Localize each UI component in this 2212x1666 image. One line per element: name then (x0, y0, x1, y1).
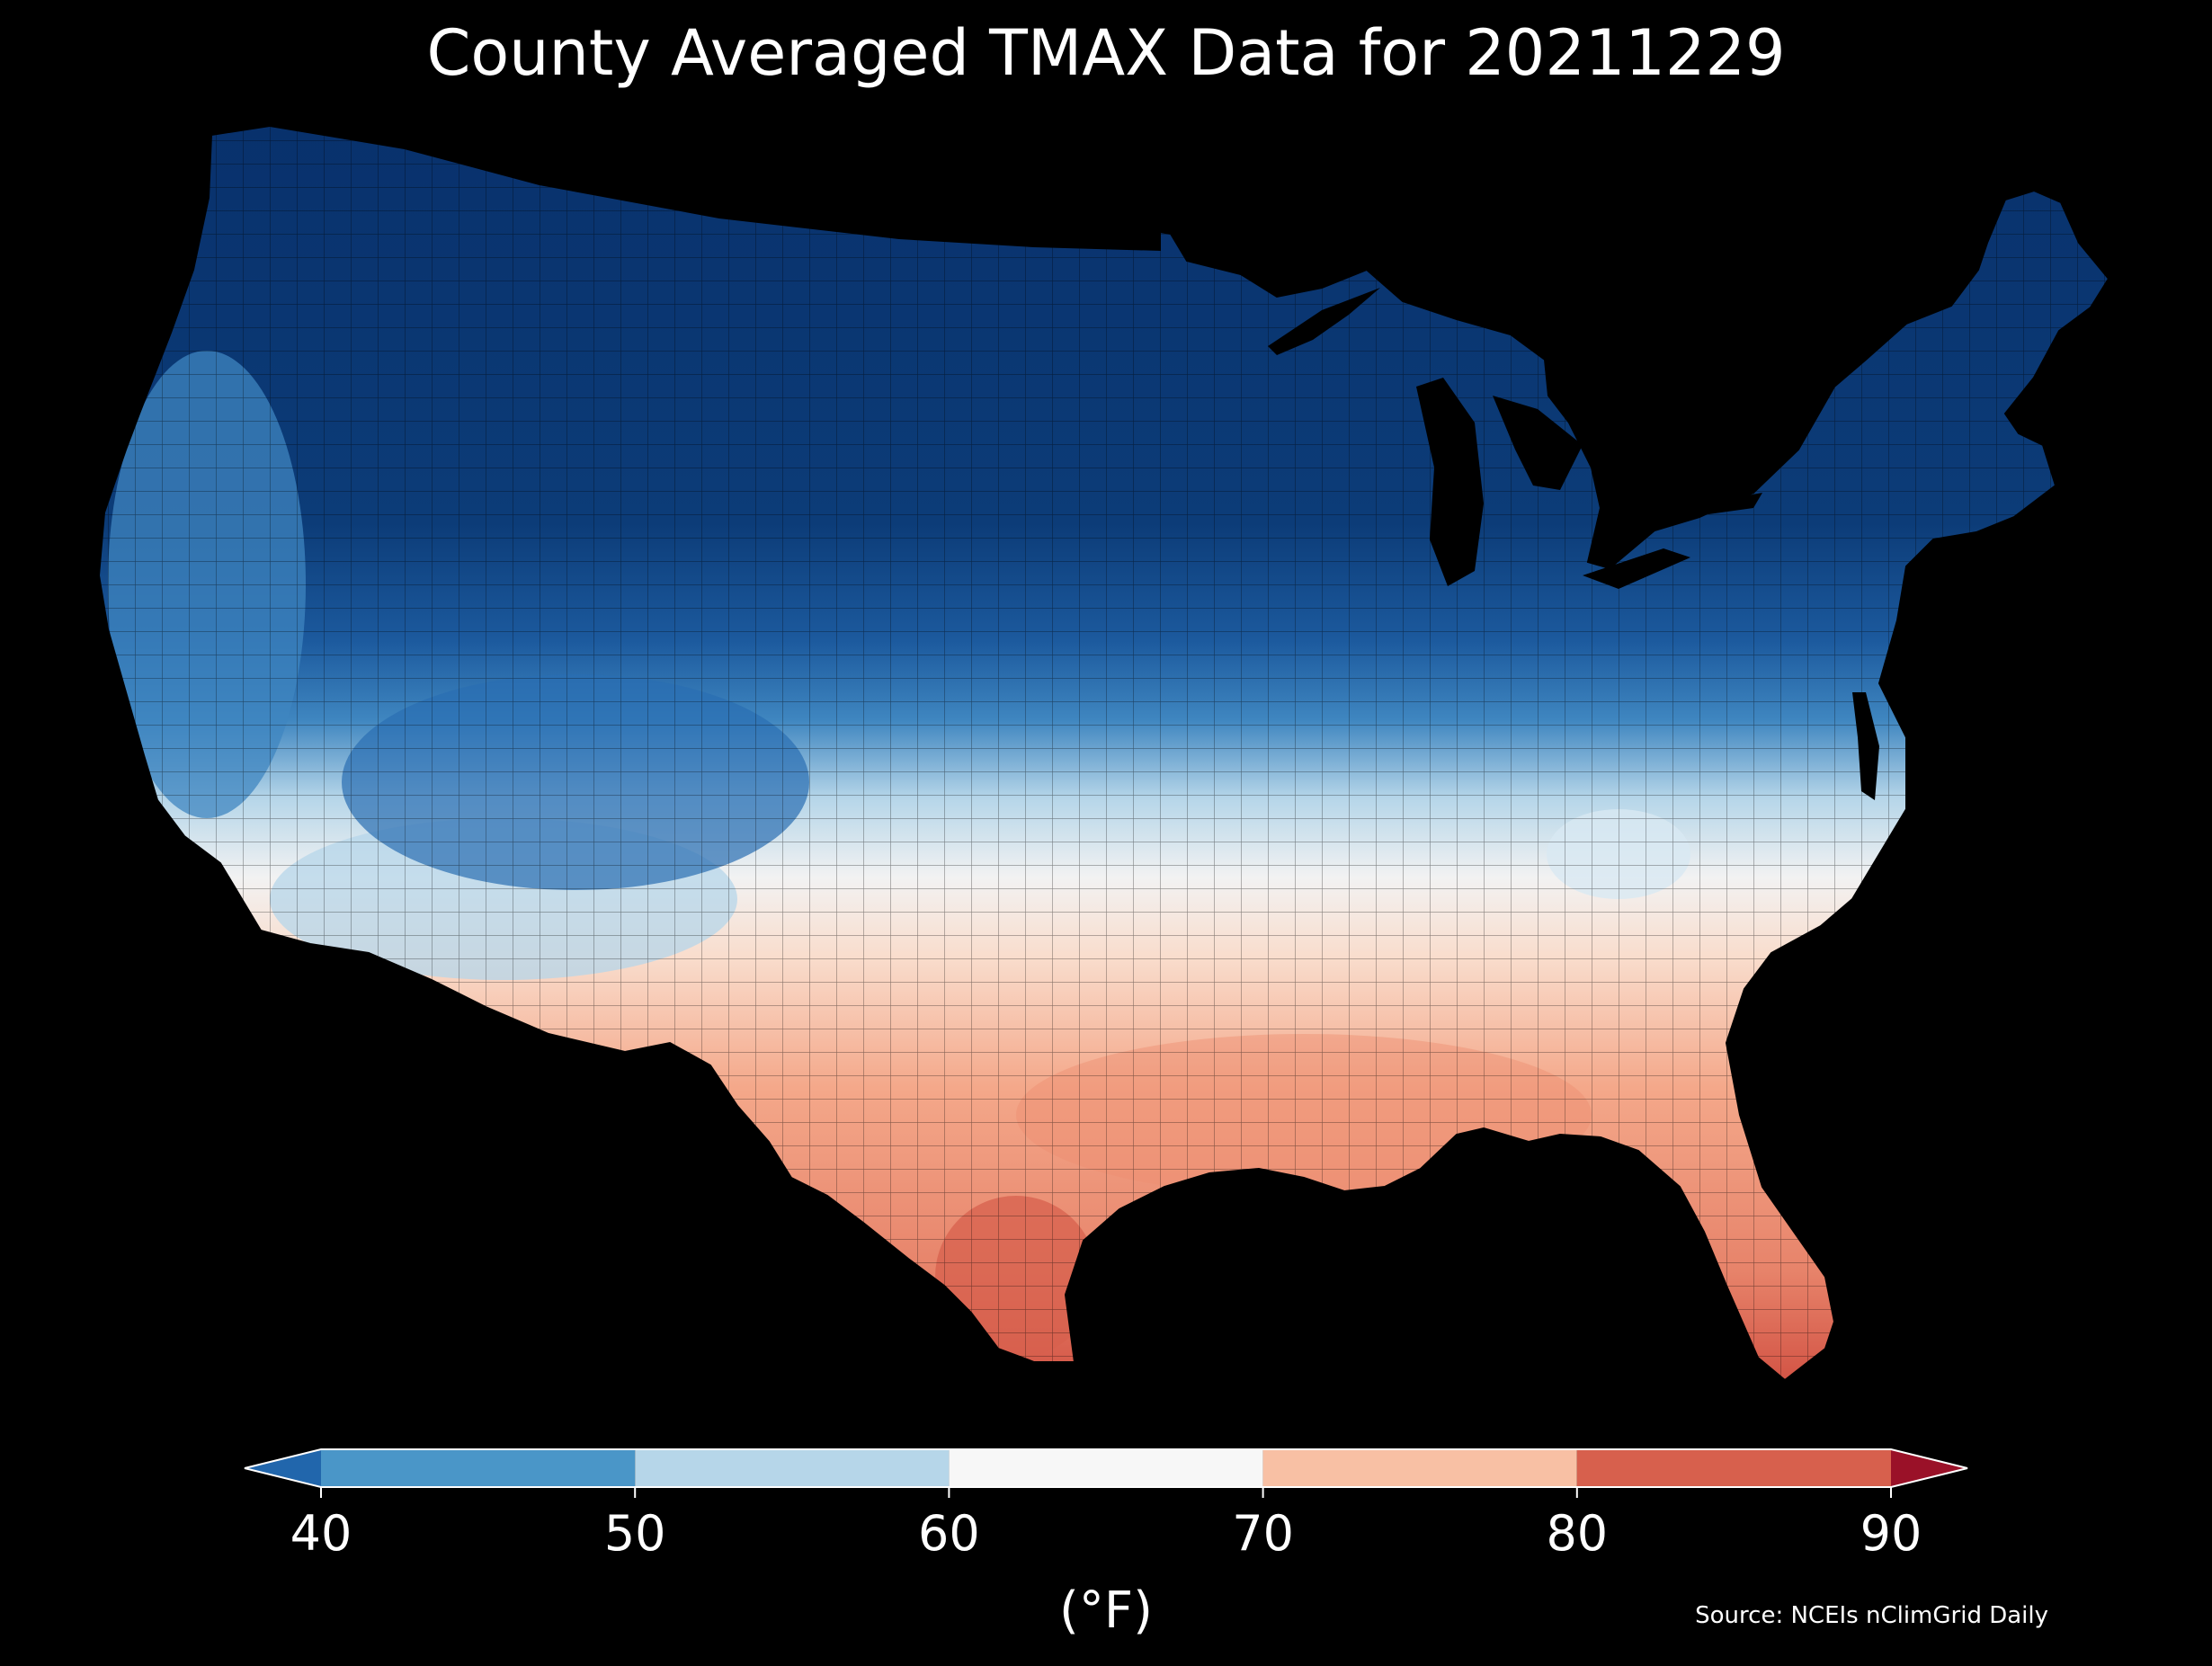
lake-erie (1583, 548, 1690, 589)
colorbar-tick-label: 80 (1546, 1505, 1608, 1562)
colorbar-extend-high (1891, 1449, 1967, 1487)
colorbar-tick-label: 70 (1232, 1505, 1294, 1562)
lake-michigan (1416, 378, 1484, 586)
colorbar-bin-80-90 (1576, 1449, 1891, 1487)
colorbar-tick-label: 50 (604, 1505, 666, 1562)
colorbar-tick-label: 90 (1860, 1505, 1922, 1562)
lake-huron (1493, 396, 1583, 490)
colorbar-bin-50-60 (635, 1449, 950, 1487)
colorbar-tick-label: 60 (918, 1505, 980, 1562)
lake-superior (1268, 288, 1380, 355)
chesapeake-bay (1852, 692, 1879, 800)
source-credit: Source: NCEIs nClimGrid Daily (1695, 1602, 2048, 1629)
colorbar-bin-40-50 (321, 1449, 636, 1487)
colorbar-bin-60-70 (949, 1449, 1263, 1487)
colorbar-label: (°F) (1059, 1581, 1153, 1640)
colorbar-bin-70-80 (1262, 1449, 1577, 1487)
colorbar-tick-label: 40 (290, 1505, 352, 1562)
lake-ontario (1704, 493, 1762, 514)
colorbar-extend-low (245, 1449, 321, 1487)
map-title: County Averaged TMAX Data for 20211229 (426, 16, 1786, 90)
